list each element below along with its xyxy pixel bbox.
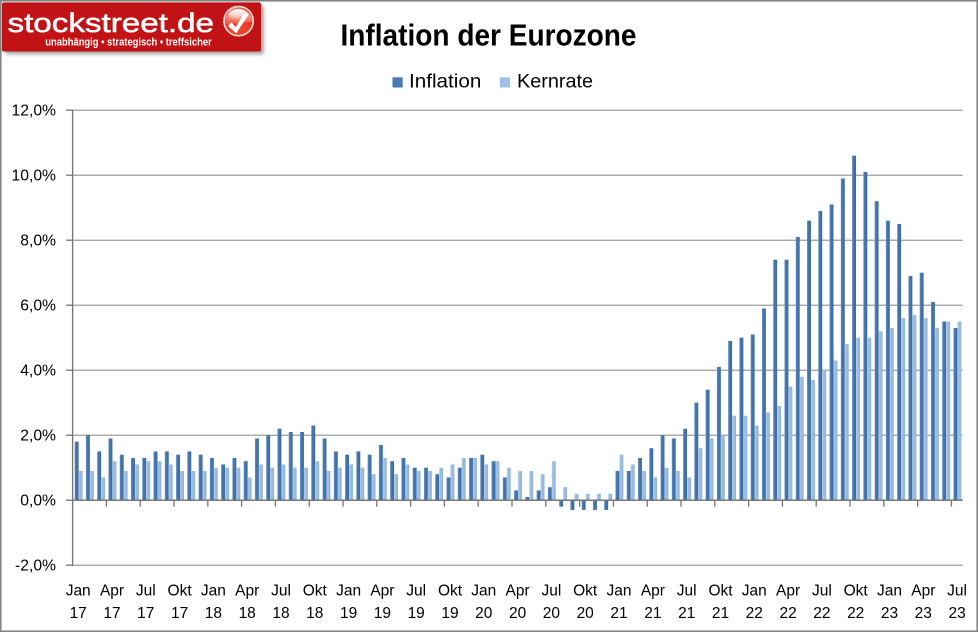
svg-text:Jan: Jan — [471, 583, 496, 600]
svg-text:Apr: Apr — [911, 583, 935, 600]
svg-text:-2,0%: -2,0% — [15, 558, 56, 575]
svg-text:Apr: Apr — [776, 583, 800, 600]
svg-text:Apr: Apr — [370, 583, 394, 600]
svg-text:Jul: Jul — [271, 583, 291, 600]
svg-text:Jul: Jul — [406, 583, 426, 600]
svg-text:20: 20 — [509, 605, 527, 622]
svg-text:19: 19 — [408, 605, 425, 622]
svg-text:Okt: Okt — [303, 583, 328, 600]
svg-text:Apr: Apr — [100, 583, 124, 600]
svg-text:21: 21 — [610, 605, 627, 622]
svg-text:Jan: Jan — [336, 583, 361, 600]
svg-text:17: 17 — [137, 605, 154, 622]
svg-text:Jan: Jan — [607, 583, 632, 600]
svg-text:18: 18 — [205, 605, 222, 622]
svg-text:18: 18 — [239, 605, 256, 622]
svg-text:19: 19 — [374, 605, 391, 622]
svg-text:0,0%: 0,0% — [20, 493, 56, 510]
svg-text:8,0%: 8,0% — [20, 233, 56, 250]
svg-text:18: 18 — [306, 605, 323, 622]
svg-text:20: 20 — [543, 605, 561, 622]
svg-text:23: 23 — [881, 605, 898, 622]
svg-text:19: 19 — [441, 605, 458, 622]
svg-text:stockstreet.de: stockstreet.de — [8, 8, 215, 38]
svg-text:22: 22 — [813, 605, 830, 622]
svg-text:23: 23 — [948, 605, 965, 622]
svg-text:2,0%: 2,0% — [20, 428, 56, 445]
svg-text:18: 18 — [272, 605, 289, 622]
svg-text:Jul: Jul — [947, 583, 967, 600]
svg-text:21: 21 — [712, 605, 729, 622]
svg-text:20: 20 — [577, 605, 595, 622]
svg-text:17: 17 — [70, 605, 87, 622]
svg-text:Apr: Apr — [506, 583, 530, 600]
svg-text:21: 21 — [678, 605, 695, 622]
svg-text:22: 22 — [746, 605, 763, 622]
svg-text:Jul: Jul — [812, 583, 832, 600]
svg-text:Jan: Jan — [66, 583, 91, 600]
svg-text:Okt: Okt — [844, 583, 869, 600]
svg-text:Jan: Jan — [201, 583, 226, 600]
svg-text:Okt: Okt — [573, 583, 598, 600]
svg-text:12,0%: 12,0% — [12, 103, 57, 120]
svg-text:Jan: Jan — [742, 583, 767, 600]
svg-text:21: 21 — [644, 605, 661, 622]
svg-text:Okt: Okt — [168, 583, 193, 600]
svg-text:unabhängig • strategisch • tre: unabhängig • strategisch • treffsicher — [45, 36, 212, 48]
svg-text:Jul: Jul — [677, 583, 697, 600]
svg-text:17: 17 — [171, 605, 188, 622]
svg-text:Apr: Apr — [235, 583, 259, 600]
svg-text:Kernrate: Kernrate — [517, 72, 593, 93]
svg-text:Jan: Jan — [877, 583, 902, 600]
svg-text:6,0%: 6,0% — [20, 298, 56, 315]
svg-text:Jul: Jul — [541, 583, 561, 600]
svg-text:Jul: Jul — [136, 583, 156, 600]
svg-text:10,0%: 10,0% — [12, 168, 57, 185]
svg-text:20: 20 — [475, 605, 493, 622]
svg-text:19: 19 — [340, 605, 357, 622]
svg-text:Inflation der Eurozone: Inflation der Eurozone — [341, 18, 637, 53]
svg-text:23: 23 — [915, 605, 932, 622]
svg-text:Okt: Okt — [438, 583, 463, 600]
svg-text:22: 22 — [847, 605, 864, 622]
svg-text:17: 17 — [103, 605, 120, 622]
svg-text:Apr: Apr — [641, 583, 665, 600]
svg-text:Inflation: Inflation — [409, 72, 481, 93]
svg-text:4,0%: 4,0% — [20, 363, 56, 380]
svg-text:22: 22 — [779, 605, 796, 622]
svg-text:Okt: Okt — [708, 583, 733, 600]
